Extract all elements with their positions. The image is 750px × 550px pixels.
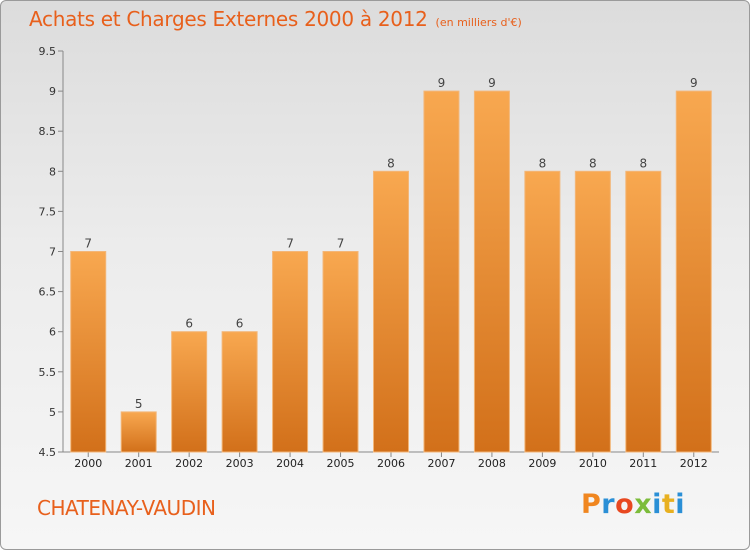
bar-2011 — [625, 170, 662, 453]
chart-labels: 2000 7 2001 5 2002 6 2003 6 2004 7 2005 7 2006 8 2007 9… — [74, 76, 708, 470]
x-tick-label: 2006 — [377, 457, 405, 470]
data-label: 8 — [589, 156, 597, 170]
x-tick-label: 2012 — [680, 457, 708, 470]
x-tick-label: 2001 — [125, 457, 153, 470]
y-tick-label: 6.5 — [39, 286, 57, 299]
data-label: 7 — [286, 237, 294, 251]
chart-title: Achats et Charges Externes 2000 à 2012 (e… — [29, 7, 522, 31]
chart-bars — [70, 90, 712, 453]
bar-2008 — [473, 90, 510, 453]
proxiti-logo: Proxiti — [581, 489, 685, 520]
bar-2000 — [70, 251, 107, 453]
y-tick-label: 9.5 — [39, 45, 57, 58]
data-label: 9 — [438, 76, 446, 90]
data-label: 5 — [135, 397, 143, 411]
bar-2007 — [423, 90, 460, 453]
data-label: 7 — [337, 237, 345, 251]
y-tick-label: 9 — [49, 85, 56, 98]
data-label: 8 — [539, 156, 547, 170]
chart-subtitle: (en milliers d'€) — [435, 16, 522, 29]
x-tick-label: 2008 — [478, 457, 506, 470]
x-tick-label: 2002 — [175, 457, 203, 470]
bar-2010 — [574, 170, 611, 453]
y-tick-label: 5.5 — [39, 366, 57, 379]
logo-letter: i — [675, 489, 686, 520]
y-tick-label: 8 — [49, 165, 56, 178]
bar-2002 — [171, 331, 208, 453]
y-tick-label: 8.5 — [39, 125, 57, 138]
logo-letter: x — [634, 489, 653, 520]
bar-2012 — [675, 90, 712, 453]
logo-letter: t — [661, 489, 676, 520]
x-tick-label: 2009 — [528, 457, 556, 470]
bar-2006 — [373, 170, 409, 453]
y-tick-label: 6 — [49, 326, 56, 339]
commune-name: CHATENAY-VAUDIN — [37, 496, 216, 520]
data-label: 6 — [185, 317, 193, 331]
bar-2009 — [524, 170, 561, 453]
x-tick-label: 2007 — [427, 457, 455, 470]
x-tick-label: 2005 — [327, 457, 355, 470]
y-tick-label: 4.5 — [39, 446, 57, 459]
bar-2004 — [272, 251, 309, 453]
logo-letter: i — [652, 489, 662, 520]
x-tick-label: 2004 — [276, 457, 304, 470]
data-label: 9 — [488, 76, 496, 90]
data-label: 8 — [387, 156, 395, 170]
y-tick-label: 7 — [49, 246, 56, 259]
y-tick-label: 7.5 — [39, 205, 57, 218]
x-tick-label: 2003 — [226, 457, 254, 470]
data-label: 8 — [639, 156, 647, 170]
y-tick-label: 5 — [49, 406, 56, 419]
x-tick-label: 2010 — [579, 457, 607, 470]
chart-title-text: Achats et Charges Externes 2000 à 2012 — [29, 7, 428, 31]
x-tick-label: 2000 — [74, 457, 102, 470]
data-label: 6 — [236, 317, 244, 331]
data-label: 7 — [84, 237, 92, 251]
logo-letter: r — [601, 489, 616, 520]
bar-2001 — [120, 411, 157, 453]
logo-letter: P — [581, 489, 602, 520]
bar-2003 — [221, 331, 258, 453]
x-tick-label: 2011 — [629, 457, 657, 470]
logo-letter: o — [615, 489, 635, 520]
bar-2005 — [322, 251, 359, 453]
data-label: 9 — [690, 76, 698, 90]
